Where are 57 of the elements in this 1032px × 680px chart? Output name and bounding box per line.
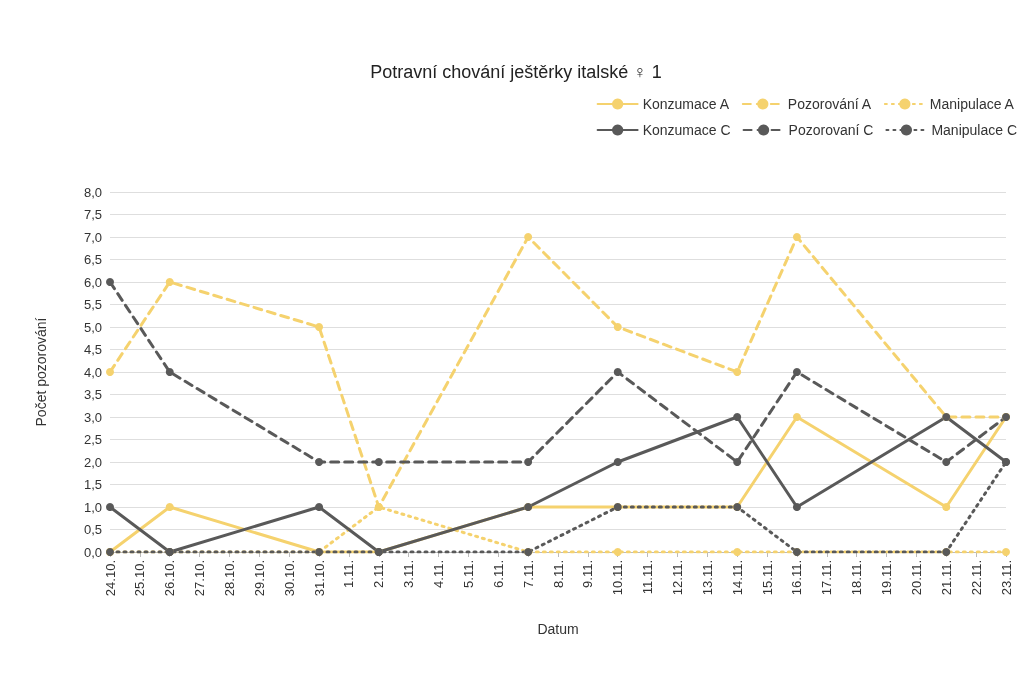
x-tick-label: 24.10. bbox=[102, 560, 118, 597]
legend-label: Konzumace A bbox=[642, 96, 730, 112]
y-tick-label: 5,0 bbox=[83, 319, 102, 335]
y-tick-label: 5,5 bbox=[83, 297, 102, 312]
x-tick-label: 1.11. bbox=[341, 560, 357, 588]
x-tick-label: 10.11. bbox=[610, 560, 626, 596]
x-tick-label: 29.10. bbox=[251, 560, 267, 597]
legend-label: Manipulace C bbox=[931, 122, 1018, 138]
x-tick-label: 18.11. bbox=[849, 560, 865, 596]
y-tick-label: 2,0 bbox=[83, 454, 102, 470]
legend-label: Manipulace A bbox=[929, 96, 1015, 112]
x-tick-label: 5.11. bbox=[460, 560, 476, 588]
y-tick-label: 0,0 bbox=[83, 544, 102, 560]
legend-label: Pozorovaní C bbox=[788, 122, 874, 138]
x-tick-label: 2.11. bbox=[371, 560, 387, 588]
y-tick-label: 3,0 bbox=[83, 409, 102, 425]
x-tick-label: 6.11. bbox=[490, 560, 506, 588]
x-tick-label: 22.11. bbox=[968, 560, 984, 596]
x-tick-label: 9.11. bbox=[580, 560, 596, 588]
x-tick-label: 7.11. bbox=[520, 560, 536, 588]
y-tick-label: 7,0 bbox=[83, 229, 102, 245]
y-tick-label: 4,0 bbox=[83, 364, 102, 380]
y-tick-label: 4,5 bbox=[83, 342, 102, 357]
y-tick-label: 7,5 bbox=[83, 207, 102, 222]
y-tick-label: 6,5 bbox=[83, 252, 102, 267]
legend-label: Pozorování A bbox=[787, 96, 872, 112]
y-tick-label: 2,5 bbox=[83, 432, 102, 447]
legend-label: Konzumace C bbox=[642, 122, 731, 138]
x-tick-label: 17.11. bbox=[819, 560, 835, 596]
x-tick-label: 23.11. bbox=[998, 560, 1014, 596]
y-tick-label: 1,0 bbox=[83, 499, 102, 515]
y-tick-label: 8,0 bbox=[83, 184, 102, 200]
x-tick-label: 19.11. bbox=[879, 560, 895, 596]
x-tick-label: 3.11. bbox=[401, 560, 417, 588]
y-tick-label: 3,5 bbox=[83, 387, 102, 402]
y-tick-label: 0,5 bbox=[83, 522, 102, 537]
x-tick-label: 12.11. bbox=[669, 560, 685, 596]
x-tick-label: 21.11. bbox=[938, 560, 954, 596]
x-tick-label: 25.10. bbox=[132, 560, 148, 597]
x-tick-label: 16.11. bbox=[789, 560, 805, 596]
x-tick-label: 28.10. bbox=[221, 560, 237, 597]
chart-title: Potravní chování ještěrky italské ♀ 1 bbox=[370, 62, 662, 82]
x-tick-label: 8.11. bbox=[550, 560, 566, 588]
x-tick-label: 15.11. bbox=[759, 560, 775, 596]
x-tick-label: 30.10. bbox=[281, 560, 297, 597]
x-tick-label: 11.11. bbox=[640, 560, 656, 595]
y-tick-label: 6,0 bbox=[83, 274, 102, 290]
x-tick-label: 4.11. bbox=[431, 560, 447, 588]
x-axis-title: Datum bbox=[537, 621, 579, 637]
x-tick-label: 31.10. bbox=[311, 560, 327, 597]
x-tick-label: 20.11. bbox=[908, 560, 924, 596]
x-tick-label: 26.10. bbox=[162, 560, 178, 597]
y-axis-title: Počet pozorování bbox=[33, 317, 49, 427]
x-tick-label: 13.11. bbox=[699, 560, 715, 596]
x-tick-label: 14.11. bbox=[729, 560, 745, 596]
x-tick-label: 27.10. bbox=[192, 560, 208, 597]
y-tick-label: 1,5 bbox=[83, 477, 102, 492]
